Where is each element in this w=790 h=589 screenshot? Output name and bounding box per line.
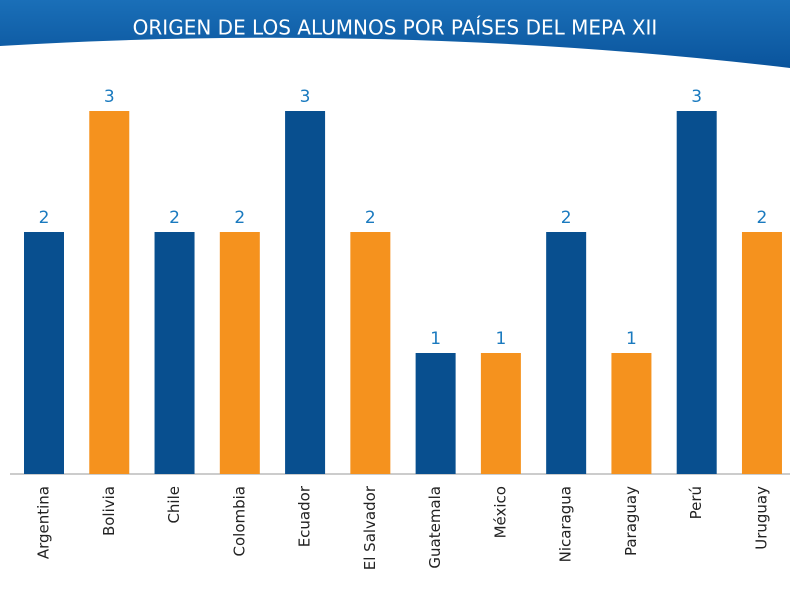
bar <box>24 232 64 474</box>
value-label: 3 <box>300 87 311 107</box>
value-label: 1 <box>430 329 441 349</box>
value-label: 2 <box>561 208 572 228</box>
bar <box>741 232 782 474</box>
value-label: 1 <box>495 329 506 349</box>
value-label: 2 <box>234 208 245 228</box>
bar <box>219 232 260 474</box>
x-tick-label: Argentina <box>35 486 53 559</box>
bar <box>480 353 521 474</box>
bar <box>285 111 326 474</box>
x-tick-label: Uruguay <box>752 486 770 550</box>
value-label: 3 <box>104 87 115 107</box>
bar <box>676 111 717 474</box>
x-tick-label: Paraguay <box>622 486 640 556</box>
bar <box>350 232 391 474</box>
x-tick-label: Nicaragua <box>557 486 575 562</box>
value-label: 2 <box>169 208 180 228</box>
x-tick-label: Bolivia <box>100 486 118 536</box>
bar <box>415 353 456 474</box>
value-label: 2 <box>757 208 768 228</box>
x-tick-label: El Salvador <box>361 485 379 570</box>
value-label: 2 <box>365 208 376 228</box>
x-tick-label: Ecuador <box>296 485 314 547</box>
bar <box>546 232 587 474</box>
x-tick-label: México <box>491 486 509 538</box>
value-label: 3 <box>691 87 702 107</box>
bar <box>611 353 652 474</box>
bar <box>154 232 195 474</box>
bar <box>89 111 130 474</box>
value-label: 1 <box>626 329 637 349</box>
chart-title: ORIGEN DE LOS ALUMNOS POR PAÍSES DEL MEP… <box>133 16 658 40</box>
x-tick-label: Colombia <box>230 486 248 557</box>
x-tick-label: Guatemala <box>426 486 444 569</box>
x-tick-label: Perú <box>687 486 705 519</box>
value-label: 2 <box>39 208 50 228</box>
x-tick-label: Chile <box>165 486 183 524</box>
title-banner <box>0 0 790 68</box>
